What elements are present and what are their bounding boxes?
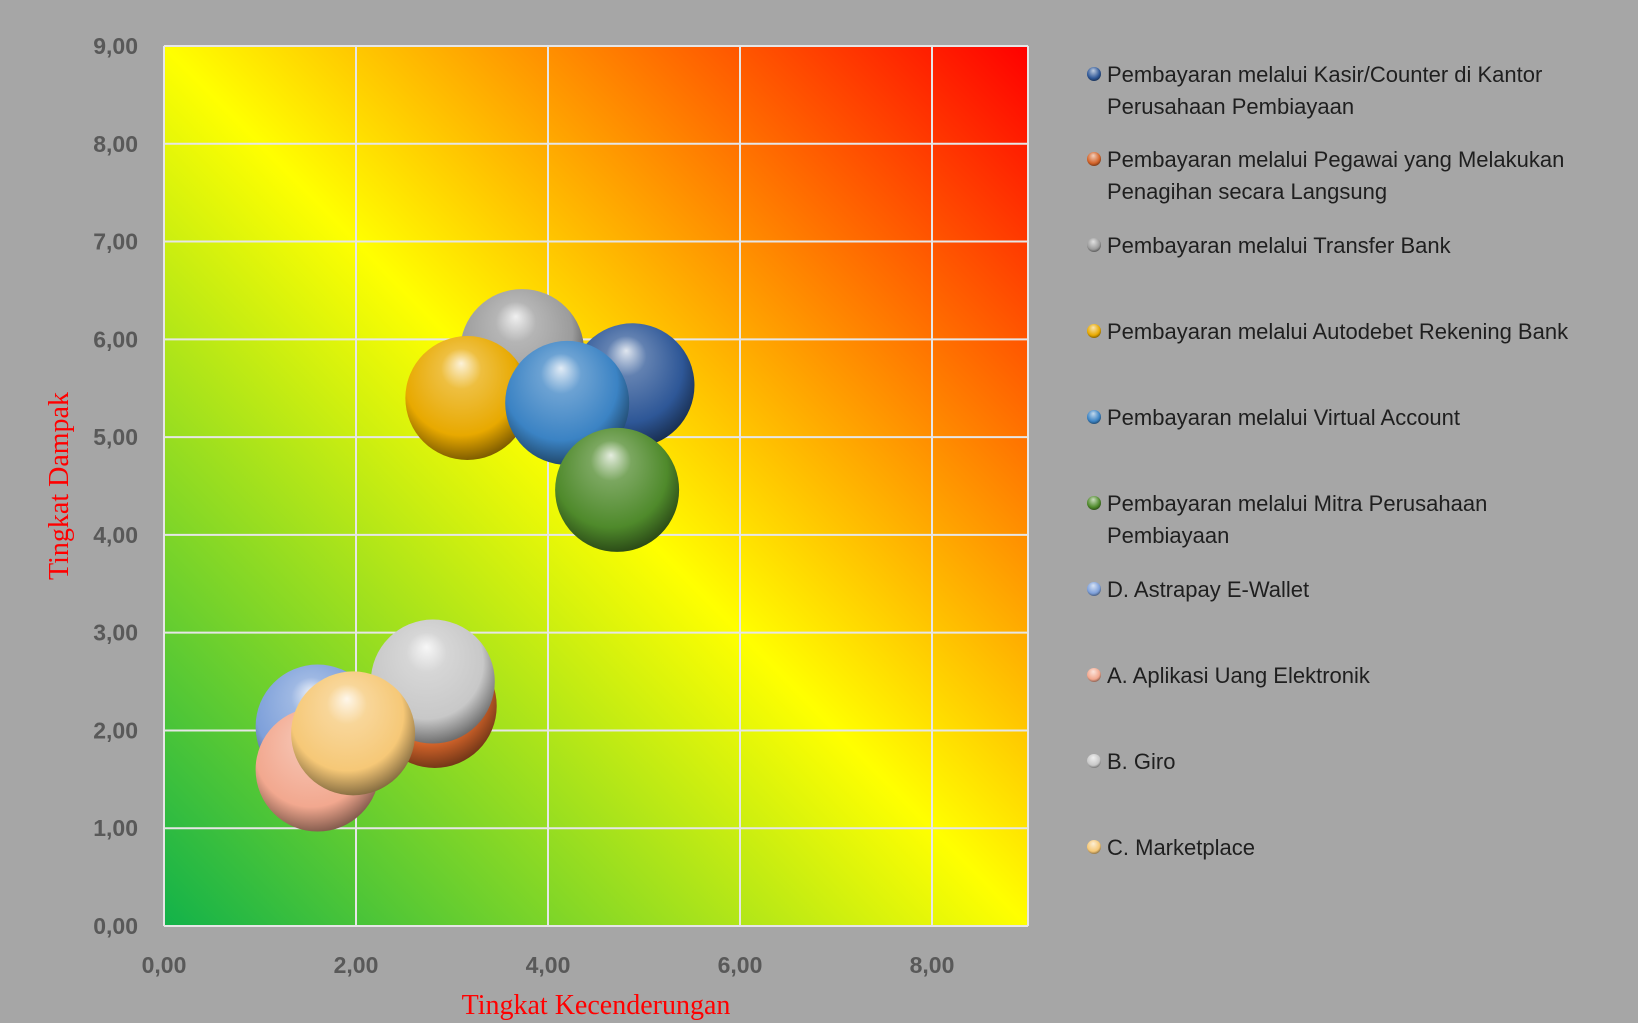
legend-marker <box>1087 582 1101 596</box>
legend-label: Pembayaran melalui Mitra Perusahaan Pembi… <box>1107 491 1487 548</box>
legend: Pembayaran melalui Kasir/Counter di Kant… <box>1087 62 1569 860</box>
y-tick-label: 0,00 <box>93 913 138 939</box>
legend-marker <box>1087 67 1101 81</box>
legend-marker <box>1087 238 1101 252</box>
legend-marker <box>1087 324 1101 338</box>
tick-labels: 0,00 1,00 2,00 3,00 4,00 5,00 6,00 7,00 8,00 9,00… <box>93 33 954 978</box>
bubble-point <box>405 336 530 460</box>
y-tick-label: 3,00 <box>93 620 138 646</box>
legend-label: C. Marketplace <box>1107 835 1255 860</box>
bubble-marks <box>255 289 695 832</box>
legend-marker <box>1087 668 1101 682</box>
y-tick-label: 7,00 <box>93 229 138 255</box>
bubble-point <box>291 671 416 796</box>
legend-label: Pembayaran melalui Autodebet Rekening Ba… <box>1107 319 1569 344</box>
x-tick-label: 4,00 <box>526 952 571 978</box>
legend-label: Pembayaran melalui Kasir/Counter di Kant… <box>1107 62 1542 119</box>
legend-marker <box>1087 754 1101 768</box>
y-tick-label: 1,00 <box>93 815 138 841</box>
y-tick-label: 4,00 <box>93 522 138 548</box>
x-tick-label: 0,00 <box>142 952 187 978</box>
y-tick-label: 9,00 <box>93 33 138 59</box>
y-tick-label: 2,00 <box>93 717 138 743</box>
legend-marker <box>1087 496 1101 510</box>
y-tick-label: 5,00 <box>93 424 138 450</box>
legend-label: D. Astrapay E-Wallet <box>1107 577 1309 602</box>
legend-label: Pembayaran melalui Transfer Bank <box>1107 233 1452 258</box>
x-tick-label: 6,00 <box>718 952 763 978</box>
x-tick-label: 2,00 <box>334 952 379 978</box>
legend-label: Pembayaran melalui Virtual Account <box>1107 405 1460 430</box>
bubble-point <box>555 427 680 552</box>
x-axis-title: Tingkat Kecenderungan <box>462 990 731 1021</box>
legend-marker <box>1087 840 1101 854</box>
legend-label: A. Aplikasi Uang Elektronik <box>1107 663 1371 688</box>
legend-marker <box>1087 410 1101 424</box>
legend-label: B. Giro <box>1107 749 1175 774</box>
y-tick-label: 6,00 <box>93 326 138 352</box>
y-tick-label: 8,00 <box>93 131 138 157</box>
legend-marker <box>1087 152 1101 166</box>
x-tick-label: 8,00 <box>910 952 955 978</box>
legend-label: Pembayaran melalui Pegawai yang Melakuka… <box>1107 147 1564 204</box>
y-axis-title: Tingkat Dampak <box>44 392 75 580</box>
